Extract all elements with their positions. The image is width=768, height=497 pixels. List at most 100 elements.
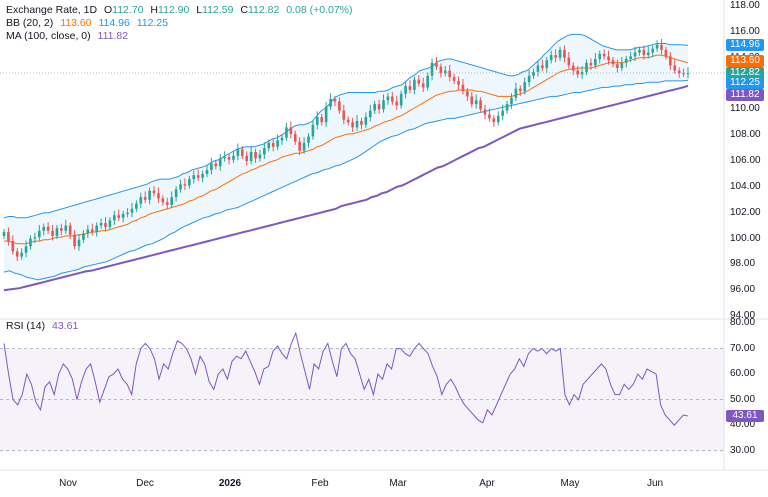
candle-body xyxy=(607,56,610,61)
ma-legend: MA (100, close, 0) 111.82 xyxy=(6,30,132,43)
candle-body xyxy=(285,127,288,138)
candle-body xyxy=(669,56,672,66)
candle-body xyxy=(541,65,544,68)
candle-body xyxy=(399,93,403,106)
time-tick-label: Nov xyxy=(59,478,77,489)
candle-body xyxy=(373,104,376,111)
candle-body xyxy=(620,62,624,68)
candle-body xyxy=(624,58,628,63)
rsi-legend: RSI (14) 43.61 xyxy=(6,320,82,333)
candle-body xyxy=(518,88,522,92)
candle-body xyxy=(532,71,535,76)
candle-body xyxy=(113,215,116,221)
candle-body xyxy=(307,136,310,143)
candle-body xyxy=(368,110,372,118)
candle-body xyxy=(201,173,204,178)
rsi-value: 43.61 xyxy=(52,320,79,332)
candle-body xyxy=(611,60,615,65)
candle-body xyxy=(170,197,174,205)
candle-body xyxy=(629,56,632,59)
candle-body xyxy=(377,104,381,110)
bb-upper-line xyxy=(3,33,689,219)
rsi-value-pill: 43.61 xyxy=(726,409,764,422)
candle-body xyxy=(20,252,23,257)
rsi-label: RSI (14) xyxy=(6,320,46,332)
candle-body xyxy=(99,223,103,226)
candle-body xyxy=(443,70,447,74)
candle-body xyxy=(298,141,301,151)
candle-body xyxy=(188,179,191,186)
price-pill: 114.96 xyxy=(726,39,764,51)
candle-body xyxy=(677,70,681,74)
price-tick-label: 100.00 xyxy=(730,232,761,244)
candle-body xyxy=(77,239,81,247)
candle-body xyxy=(395,101,399,106)
candle-body xyxy=(651,48,655,53)
price-tick-label: 104.00 xyxy=(730,180,761,192)
candle-body xyxy=(501,110,504,116)
candle-body xyxy=(426,75,429,88)
candle-body xyxy=(148,190,151,200)
candle-body xyxy=(29,238,32,247)
candle-body xyxy=(15,251,19,257)
candle-body xyxy=(293,133,297,142)
candle-body xyxy=(514,88,518,98)
ma-label: MA (100, close, 0) xyxy=(6,30,91,42)
candle-body xyxy=(271,142,275,147)
candle-body xyxy=(549,55,553,61)
bb-legend: BB (20, 2) 113.60 114.96 112.25 xyxy=(6,17,172,30)
candle-body xyxy=(594,58,597,66)
time-tick-label: Feb xyxy=(311,478,329,489)
legend-close: C112.82 xyxy=(240,4,280,16)
time-tick-label: Mar xyxy=(389,478,407,489)
price-tick-label: 110.00 xyxy=(730,103,760,115)
candle-body xyxy=(571,65,575,71)
candle-body xyxy=(391,96,394,102)
candle-body xyxy=(673,65,677,71)
candle-body xyxy=(95,225,98,233)
candle-body xyxy=(51,230,54,236)
candle-body xyxy=(470,96,474,105)
candle-body xyxy=(616,64,619,68)
candle-body xyxy=(42,226,46,231)
candle-body xyxy=(483,109,487,115)
bb-lower-line xyxy=(3,79,689,281)
candle-body xyxy=(342,110,346,120)
candle-body xyxy=(280,137,284,141)
main-legend: Exchange Rate, 1D O112.70 H112.90 L112.5… xyxy=(6,4,357,17)
rsi-tick-label: 70.00 xyxy=(730,342,756,354)
candle-body xyxy=(108,220,112,227)
candle-body xyxy=(466,91,469,97)
ma-line xyxy=(3,84,689,292)
candle-body xyxy=(488,114,491,119)
candle-body xyxy=(205,170,209,174)
bb-label: BB (20, 2) xyxy=(6,17,54,29)
candle-body xyxy=(558,49,562,58)
candle-body xyxy=(73,234,76,247)
candle-body xyxy=(121,213,125,218)
candle-body xyxy=(254,151,257,159)
price-tick-label: 102.00 xyxy=(730,206,761,218)
candle-body xyxy=(311,124,315,137)
candle-body xyxy=(598,53,602,59)
candle-body xyxy=(413,79,416,90)
time-tick-label: 2026 xyxy=(218,478,242,489)
price-tick-label: 94.00 xyxy=(730,310,756,321)
ma-value: 111.82 xyxy=(97,30,129,42)
candle-body xyxy=(267,142,271,149)
candle-body xyxy=(161,198,165,203)
candle-body xyxy=(223,157,226,159)
candle-body xyxy=(117,215,121,218)
candle-body xyxy=(179,184,182,190)
candle-body xyxy=(316,117,319,125)
candle-body xyxy=(227,157,231,160)
candle-body xyxy=(192,175,196,180)
price-tick-label: 116.00 xyxy=(730,25,760,37)
candle-body xyxy=(505,104,509,111)
candle-body xyxy=(545,60,549,68)
candle-body xyxy=(585,62,588,72)
candle-body xyxy=(567,57,571,66)
bb-mid-value: 113.60 xyxy=(60,17,92,29)
candle-body xyxy=(360,120,363,125)
